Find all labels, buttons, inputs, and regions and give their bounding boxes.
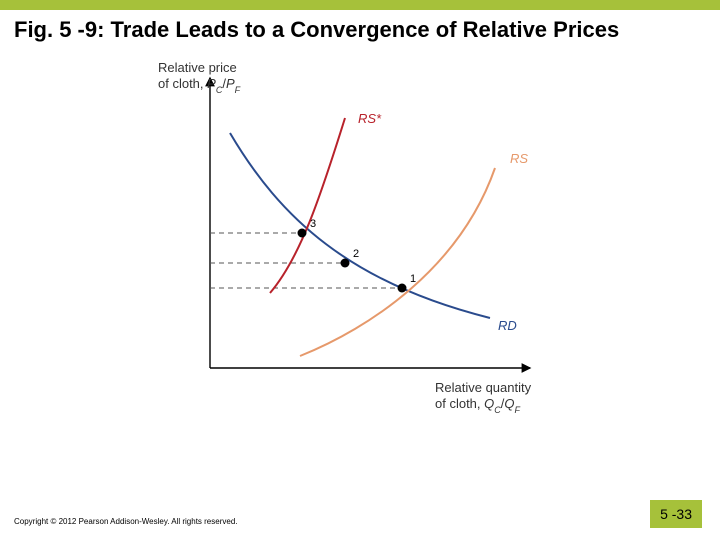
svg-text:Relative quantity: Relative quantity <box>435 380 532 395</box>
chart-container: RD RS* RS 3 2 1 Relative priceof cloth, PC/PF R… <box>0 48 720 433</box>
svg-text:of cloth, PC/PF: of cloth, PC/PF <box>158 76 241 95</box>
svg-text:1: 1 <box>410 273 416 285</box>
slide-title: Fig. 5 -9: Trade Leads to a Convergence … <box>0 10 720 48</box>
svg-text:Relative price: Relative price <box>158 60 237 75</box>
svg-text:RS*: RS* <box>358 111 382 126</box>
svg-text:RD: RD <box>498 318 517 333</box>
svg-text:RS: RS <box>510 151 528 166</box>
svg-text:of cloth, QC/QF: of cloth, QC/QF <box>435 396 521 415</box>
svg-text:3: 3 <box>310 218 316 230</box>
copyright-footer: Copyright © 2012 Pearson Addison-Wesley.… <box>14 517 238 526</box>
accent-bar <box>0 0 720 10</box>
economics-chart: RD RS* RS 3 2 1 Relative priceof cloth, PC/PF R… <box>150 48 570 428</box>
svg-text:2: 2 <box>353 248 359 260</box>
page-number: 5 -33 <box>650 500 702 528</box>
